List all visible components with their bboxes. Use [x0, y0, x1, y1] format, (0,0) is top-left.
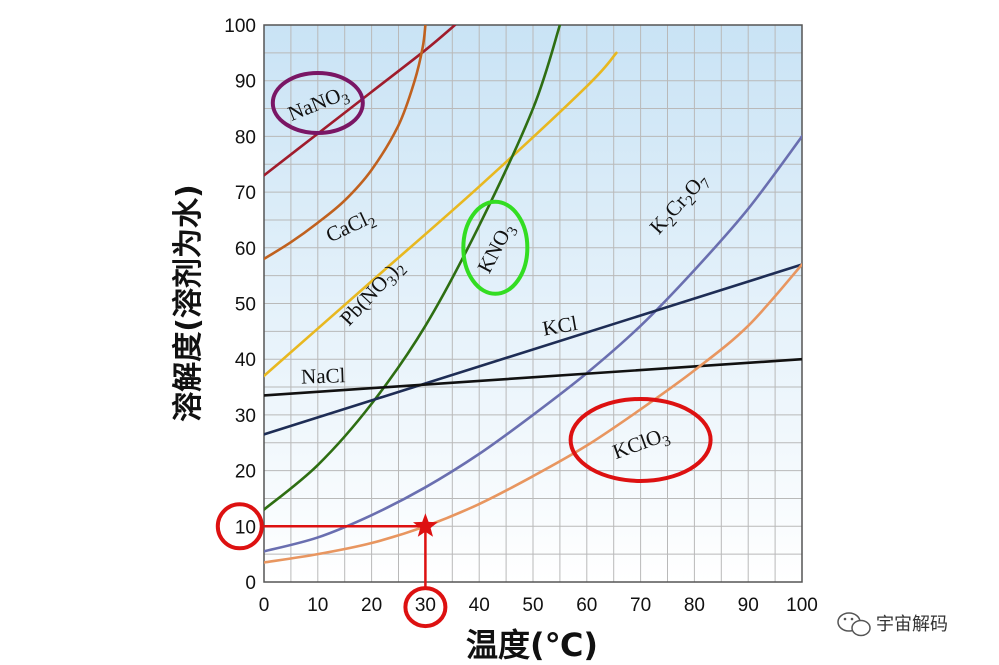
grid-lines [263, 24, 803, 583]
y-tick-label: 0 [245, 573, 256, 594]
watermark-text: 宇宙解码 [876, 614, 948, 635]
y-tick-label: 90 [235, 72, 256, 93]
y-tick-label: 50 [235, 295, 256, 316]
x-tick-label: 90 [738, 595, 759, 616]
highlight-circle-10 [215, 502, 264, 551]
x-tick-label: 40 [469, 595, 490, 616]
x-tick-label: 100 [786, 595, 818, 616]
wechat-icon [837, 612, 871, 637]
series-line-nacl [264, 357, 802, 397]
y-tick-label: 60 [235, 239, 256, 260]
x-tick-label: 70 [630, 595, 651, 616]
series-line-pbno32 [264, 51, 618, 378]
highlight-circle-kclo3 [568, 396, 713, 483]
watermark: 宇宙解码 [837, 612, 948, 637]
series-layer [264, 25, 802, 564]
x-tick-label: 80 [684, 595, 705, 616]
y-tick-label: 100 [224, 16, 256, 37]
series-line-kcl [264, 263, 802, 436]
y-tick-label: 80 [235, 127, 256, 148]
marker-star-icon [413, 513, 438, 537]
highlights-layer [215, 70, 713, 629]
x-tick-label: 0 [259, 595, 270, 616]
highlight-circle-kno3 [461, 199, 530, 296]
x-tick-label: 60 [576, 595, 597, 616]
x-axis-title: 温度(℃) [466, 626, 598, 664]
y-tick-label: 30 [235, 406, 256, 427]
series-line-kno3 [264, 25, 562, 511]
y-axis-title: 溶解度(溶剂为水) [171, 184, 206, 421]
series-line-kclo3 [264, 263, 802, 564]
series-line-k2cr2o7 [264, 135, 802, 553]
x-tick-label: 20 [361, 595, 382, 616]
curve-label-nacl: NaCl [301, 363, 346, 389]
plot-border [263, 24, 803, 583]
x-tick-label: 50 [522, 595, 543, 616]
series-line-cacl2 [264, 25, 427, 261]
highlight-circle-nano3 [270, 70, 365, 135]
highlight-circle-30 [403, 586, 448, 629]
x-tick-label: 30 [415, 595, 436, 616]
x-tick-label: 10 [307, 595, 328, 616]
y-tick-label: 20 [235, 462, 256, 483]
y-tick-label: 10 [235, 517, 256, 538]
series-line-nano3 [264, 25, 457, 177]
y-tick-label: 70 [235, 183, 256, 204]
y-tick-label: 40 [235, 350, 256, 371]
tick-labels: 0 10 20 30 40 50 60 70 80 90 100 0 10 20 30 40 50 60 70 80 9… [224, 16, 818, 616]
